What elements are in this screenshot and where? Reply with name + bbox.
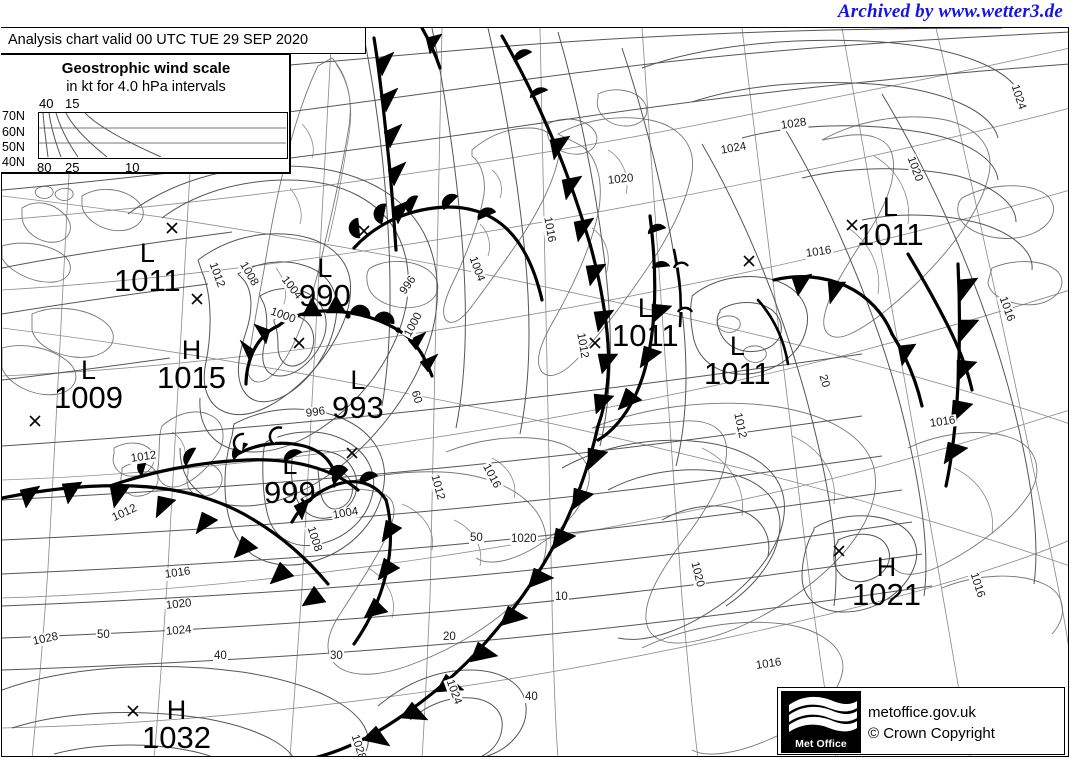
pressure-centre-value: 1009 bbox=[54, 379, 123, 415]
pressure-centre-type: H bbox=[181, 335, 202, 365]
cold-front-britain-barbs bbox=[19, 481, 327, 607]
warm-front-greenland bbox=[352, 205, 544, 302]
metoffice-flag-icon: Met Office bbox=[781, 691, 861, 753]
occlusion-symbols-iceland bbox=[289, 294, 439, 373]
cold-front-sweeping-barbs bbox=[361, 447, 609, 747]
front-northeast bbox=[772, 275, 894, 336]
pressure-centre-l-990: L 990 bbox=[299, 253, 351, 313]
pressure-centre-h-1032: H 1032 bbox=[142, 695, 211, 755]
isobar-label: 1024 bbox=[164, 623, 194, 638]
pressure-centre-type: L bbox=[317, 253, 333, 283]
wind-scale-lat-40n: 40N bbox=[2, 155, 25, 169]
pressure-centre-l-1011: L 1011 bbox=[704, 331, 771, 391]
cold-front-britain bbox=[2, 484, 330, 586]
wind-scale-lat-50n: 50N bbox=[2, 140, 25, 154]
pressure-centre-l-1011: L 1011 bbox=[612, 293, 679, 353]
wind-scale-lat-70n: 70N bbox=[2, 109, 25, 123]
graticule-tick-label: 40 bbox=[213, 650, 228, 662]
graticule-tick-label: 50 bbox=[469, 532, 484, 544]
metoffice-url: metoffice.gov.uk bbox=[868, 704, 976, 721]
isobar-label: 1020 bbox=[510, 533, 538, 545]
pressure-centre-type: H bbox=[876, 552, 897, 582]
metoffice-wordmark: Met Office bbox=[795, 738, 847, 750]
wind-scale-bottom-label-10: 10 bbox=[125, 160, 140, 175]
wind-scale-subtitle: in kt for 4.0 hPa intervals bbox=[66, 79, 226, 95]
pressure-centre-value: 1015 bbox=[157, 359, 226, 395]
pressure-centre-type: L bbox=[282, 450, 298, 480]
pressure-centre-h-1021: H 1021 bbox=[852, 552, 921, 612]
crown-copyright-text: © Crown Copyright bbox=[868, 725, 995, 742]
isobars bbox=[2, 28, 1068, 756]
pressure-centre-l-1009: L 1009 bbox=[54, 355, 123, 415]
graticule-tick-label: 20 bbox=[442, 631, 457, 643]
warm-front-greenland-bumps bbox=[348, 193, 497, 239]
cold-front-central-barbs bbox=[513, 49, 619, 415]
pressure-centre-value: 1021 bbox=[852, 576, 921, 612]
wind-scale-bottom-label-25: 25 bbox=[65, 160, 80, 175]
pressure-centre-type: L bbox=[350, 365, 366, 395]
centre-cross-markers bbox=[29, 219, 858, 717]
page-title: Analysis chart valid 00 UTC TUE 29 SEP 2… bbox=[8, 32, 309, 48]
map-canvas: .iso-l{fill:none;stroke:#555;stroke-widt… bbox=[2, 28, 1068, 756]
cold-front-east-barbs bbox=[617, 223, 673, 411]
pressure-centre-value: 1011 bbox=[612, 317, 679, 353]
wind-scale-lat-60n: 60N bbox=[2, 125, 25, 139]
pressure-centre-l-999: L 999 bbox=[264, 450, 316, 510]
pressure-centre-type: H bbox=[166, 695, 187, 725]
pressure-centre-value: 1011 bbox=[704, 355, 771, 391]
wind-scale-grid bbox=[38, 112, 288, 159]
cold-front-far-east-barbs bbox=[943, 277, 980, 465]
pressure-centre-value: 1011 bbox=[857, 216, 924, 252]
fronts bbox=[2, 28, 980, 756]
cold-front-north-barbs bbox=[375, 51, 411, 225]
pressure-centre-type: L bbox=[882, 192, 898, 222]
metoffice-logo-box: Met Office metoffice.gov.uk © Crown Copy… bbox=[777, 687, 1065, 755]
archive-banner-text: Archived by www.wetter3.de bbox=[837, 1, 1063, 22]
graticule-tick-label: 10 bbox=[554, 591, 569, 603]
wind-scale-top-label-15: 15 bbox=[65, 96, 80, 111]
graticule-tick-label: 50 bbox=[96, 629, 111, 641]
pressure-centre-value: 1011 bbox=[114, 262, 181, 298]
pressure-centre-l-1011: L 1011 bbox=[857, 192, 924, 252]
pressure-centre-type: L bbox=[80, 355, 96, 385]
wind-scale-top-label-40: 40 bbox=[39, 96, 54, 111]
pressure-centre-l-993: L 993 bbox=[332, 365, 384, 425]
pressure-centre-type: L bbox=[637, 293, 653, 323]
wind-scale-bottom-label-80: 80 bbox=[37, 160, 52, 175]
graticule-tick-label: 40 bbox=[524, 691, 539, 703]
wind-scale-title: Geostrophic wind scale bbox=[61, 60, 231, 77]
pressure-centre-value: 1032 bbox=[142, 719, 211, 755]
pressure-centre-value: 999 bbox=[264, 474, 316, 510]
map-frame: .iso-l{fill:none;stroke:#555;stroke-widt… bbox=[1, 27, 1069, 757]
pressure-centre-value: 990 bbox=[299, 277, 351, 313]
chart-title-box: Analysis chart valid 00 UTC TUE 29 SEP 2… bbox=[1, 28, 366, 54]
pressure-centre-l-1011: L 1011 bbox=[114, 238, 181, 298]
occluded-front-iceland bbox=[276, 309, 434, 378]
pressure-centre-value: 993 bbox=[332, 389, 384, 425]
geostrophic-wind-scale: Geostrophic wind scale in kt for 4.0 hPa… bbox=[1, 54, 291, 175]
pressure-centre-type: L bbox=[139, 238, 155, 268]
graticule-tick-label: 30 bbox=[329, 650, 344, 662]
archive-banner: Archived by www.wetter3.de bbox=[0, 0, 1071, 27]
cold-front-north bbox=[372, 36, 398, 252]
pressure-centre-h-1015: H 1015 bbox=[157, 335, 226, 395]
pressure-centre-type: L bbox=[729, 331, 745, 361]
